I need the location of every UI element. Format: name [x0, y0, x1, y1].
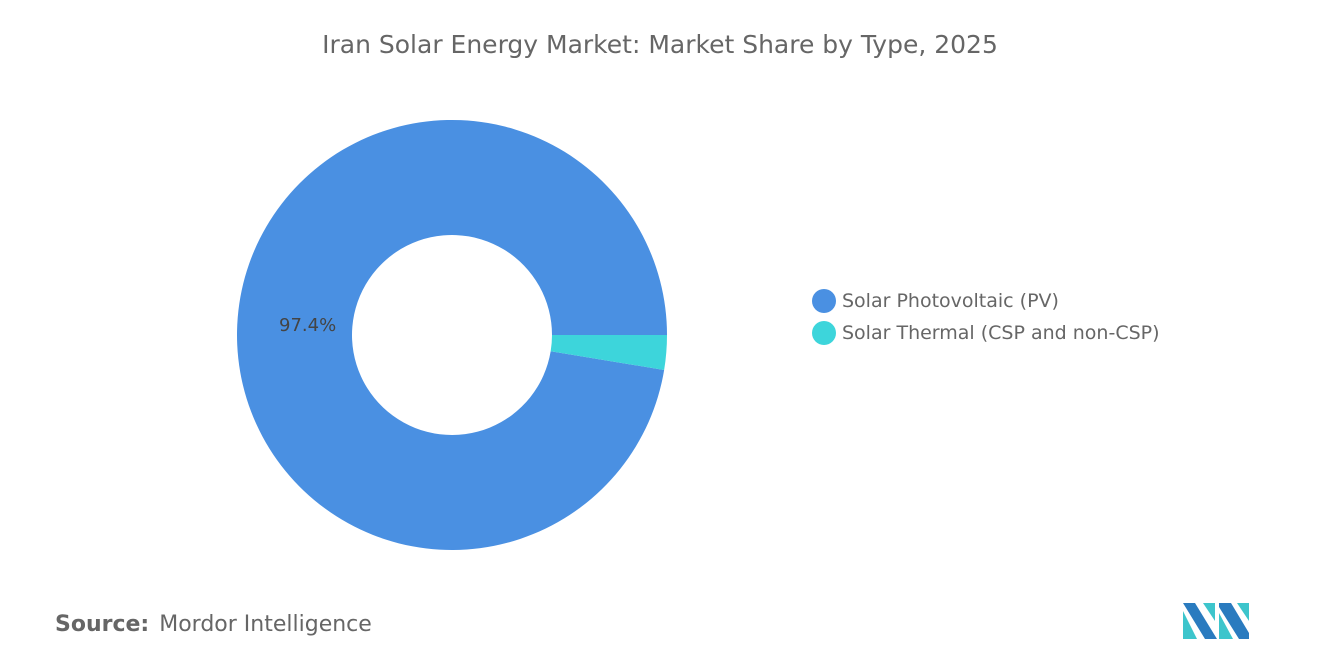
legend: Solar Photovoltaic (PV) Solar Thermal (C…	[812, 285, 1160, 349]
chart-title: Iran Solar Energy Market: Market Share b…	[322, 30, 998, 59]
legend-swatch-pv	[812, 289, 836, 313]
source-label: Source:	[55, 612, 150, 637]
legend-item-thermal[interactable]: Solar Thermal (CSP and non-CSP)	[812, 317, 1160, 349]
data-label-pv: 97.4%	[279, 315, 336, 336]
source-value: Mordor Intelligence	[159, 612, 372, 637]
slice-pv[interactable]	[237, 119, 668, 550]
legend-label-pv: Solar Photovoltaic (PV)	[842, 290, 1059, 312]
source-note: Source: Mordor Intelligence	[55, 612, 372, 637]
mordor-intelligence-logo-icon	[1183, 603, 1249, 639]
slice-thermal[interactable]	[550, 335, 667, 370]
legend-swatch-thermal	[812, 321, 836, 345]
legend-item-pv[interactable]: Solar Photovoltaic (PV)	[812, 285, 1160, 317]
legend-label-thermal: Solar Thermal (CSP and non-CSP)	[842, 322, 1160, 344]
